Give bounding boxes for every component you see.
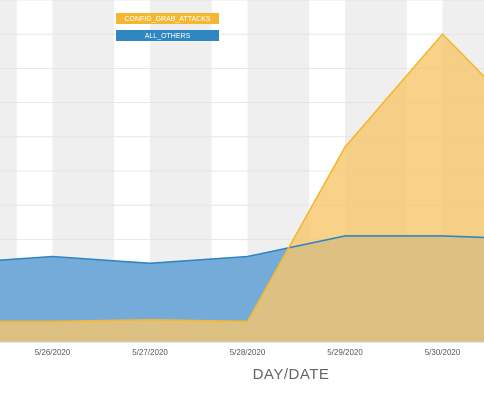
series-line-config-grab-attacks (0, 33, 484, 323)
legend-label: ALL_OTHERS (145, 33, 191, 40)
series-line-all-others (0, 235, 484, 265)
x-tick-label: 5/29/2020 (327, 348, 363, 357)
legend-swatch (116, 13, 219, 24)
x-tick-label: 5/26/2020 (35, 348, 71, 357)
x-axis-ticks: 5/26/2020 5/27/2020 5/28/2020 5/29/2020 5/30… (35, 348, 461, 357)
x-tick-label: 5/30/2020 (425, 348, 461, 357)
series-areas (0, 34, 484, 342)
x-axis-title: DAY/DATE (253, 366, 330, 383)
legend-label: CONFIG_GRAB_ATTACKS (124, 16, 210, 23)
series-lines (0, 33, 484, 323)
series-area-config-grab-attacks (0, 34, 484, 342)
x-tick-label: 5/27/2020 (132, 348, 168, 357)
legend: CONFIG_GRAB_ATTACKS ALL_OTHERS (116, 13, 219, 41)
x-tick-label: 5/28/2020 (230, 348, 266, 357)
legend-swatch (116, 30, 219, 41)
